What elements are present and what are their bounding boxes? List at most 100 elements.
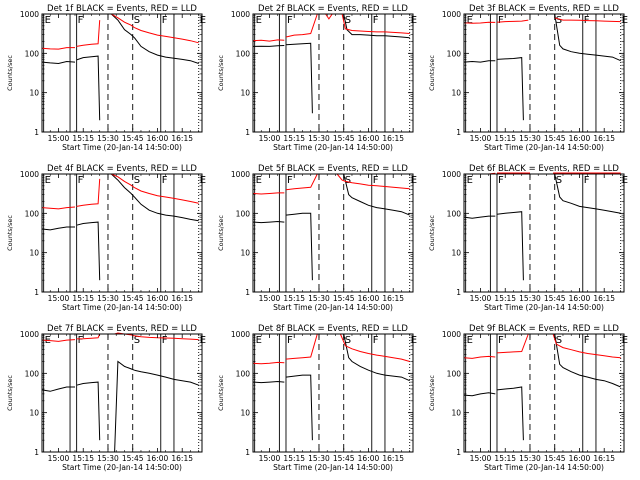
series-black-line <box>285 42 313 114</box>
series-black-line <box>110 13 135 39</box>
series-red-line <box>252 39 285 42</box>
panel-title: Det 3f BLACK = Events, RED = LLD <box>469 4 619 14</box>
detector-panel-1: Det 1f BLACK = Events, RED = LLD Counts/s… <box>6 4 206 152</box>
y-tick-label: 1000 <box>442 330 461 339</box>
x-tick-label: 16:00 <box>358 134 380 143</box>
series-black-line <box>285 212 313 281</box>
y-tick-label: 1 <box>34 448 39 457</box>
series-red-line <box>76 333 101 340</box>
y-axis-label: Counts/sec <box>428 375 436 411</box>
series-red-line <box>134 27 199 44</box>
region-label: F <box>78 15 84 26</box>
series-red-line <box>341 13 410 34</box>
y-tick-label: 1000 <box>442 10 461 19</box>
series-black-line <box>463 392 496 397</box>
x-tick-label: 16:15 <box>593 454 615 463</box>
x-tick-label: 15:30 <box>308 294 330 303</box>
region-label: S <box>556 15 562 26</box>
series-red-line <box>554 17 621 23</box>
x-axis-label: Start Time (20-Jan-14 14:50:00) <box>273 303 393 312</box>
series-black-line <box>463 60 496 63</box>
region-label: F <box>287 335 293 346</box>
x-tick-label: 15:15 <box>72 134 94 143</box>
panel-title: Det 7f BLACK = Events, RED = LLD <box>47 324 197 334</box>
plot-frame <box>252 333 414 453</box>
series-black-line <box>554 13 621 62</box>
y-tick-label: 1 <box>245 128 250 137</box>
x-axis-label: Start Time (20-Jan-14 14:50:00) <box>62 143 182 152</box>
detector-panel-6: Det 6f BLACK = Events, RED = LLD Counts/s… <box>428 164 628 312</box>
x-tick-label: 15:15 <box>72 454 94 463</box>
region-label: E <box>622 175 628 186</box>
series-red-line <box>252 361 285 365</box>
x-tick-label: 15:00 <box>470 134 492 143</box>
region-label: E <box>622 15 628 26</box>
series-red-line <box>463 355 496 359</box>
x-axis-label: Start Time (20-Jan-14 14:50:00) <box>484 143 604 152</box>
region-label: F <box>162 15 168 26</box>
x-axis-label: Start Time (20-Jan-14 14:50:00) <box>273 143 393 152</box>
series-black-line <box>134 196 199 222</box>
x-tick-label: 15:30 <box>519 454 541 463</box>
y-tick-label: 1000 <box>442 170 461 179</box>
region-label: F <box>287 15 293 26</box>
x-tick-label: 15:00 <box>470 454 492 463</box>
series-black-line <box>496 386 524 441</box>
y-tick-label: 1 <box>456 288 461 297</box>
y-tick-label: 10 <box>451 89 461 98</box>
series-black-line <box>76 221 101 281</box>
region-label: E <box>256 175 262 186</box>
x-tick-label: 15:30 <box>519 294 541 303</box>
y-axis-label: Counts/sec <box>6 215 14 251</box>
y-tick-label: 10 <box>451 409 461 418</box>
series-red-line <box>285 13 318 38</box>
x-tick-label: 15:00 <box>470 294 492 303</box>
y-tick-label: 10 <box>29 89 39 98</box>
y-tick-label: 100 <box>236 49 251 58</box>
region-label: F <box>498 15 504 26</box>
panel-title: Det 9f BLACK = Events, RED = LLD <box>469 324 619 334</box>
y-tick-label: 100 <box>447 209 462 218</box>
region-label: E <box>467 175 473 186</box>
x-tick-label: 15:15 <box>494 454 516 463</box>
region-label: F <box>78 175 84 186</box>
y-axis-label: Counts/sec <box>6 375 14 411</box>
y-tick-label: 1000 <box>231 10 250 19</box>
panel-title: Det 5f BLACK = Events, RED = LLD <box>258 164 408 174</box>
panel-title: Det 1f BLACK = Events, RED = LLD <box>47 4 197 14</box>
region-label: E <box>200 335 206 346</box>
series-red-line <box>76 178 101 207</box>
series-red-line <box>111 173 135 189</box>
series-black-line <box>41 60 76 65</box>
detector-panel-8: Det 8f BLACK = Events, RED = LLD Counts/s… <box>217 324 417 472</box>
x-tick-label: 16:00 <box>358 454 380 463</box>
panel-title: Det 6f BLACK = Events, RED = LLD <box>469 164 619 174</box>
series-red-line <box>41 47 75 50</box>
region-label: S <box>556 335 562 346</box>
region-label: S <box>134 335 140 346</box>
region-label: E <box>467 335 473 346</box>
x-axis-label: Start Time (20-Jan-14 14:50:00) <box>484 463 604 472</box>
detector-panel-3: Det 3f BLACK = Events, RED = LLD Counts/s… <box>428 4 628 152</box>
x-tick-label: 16:00 <box>147 454 169 463</box>
y-axis-label: Counts/sec <box>217 375 225 411</box>
y-axis-label: Counts/sec <box>217 215 225 251</box>
series-red-line <box>552 333 621 359</box>
x-tick-label: 15:30 <box>519 134 541 143</box>
region-label: S <box>345 175 351 186</box>
plot-frame <box>463 333 625 453</box>
region-label: F <box>162 335 168 346</box>
x-tick-label: 15:45 <box>544 454 566 463</box>
x-tick-label: 15:45 <box>122 454 144 463</box>
region-label: F <box>287 175 293 186</box>
y-tick-label: 10 <box>240 89 250 98</box>
series-black-line <box>343 173 410 216</box>
plot-frame <box>252 13 414 133</box>
y-tick-label: 10 <box>29 249 39 258</box>
series-red-line <box>134 187 199 204</box>
x-tick-label: 15:45 <box>544 134 566 143</box>
x-tick-label: 16:00 <box>569 454 591 463</box>
y-tick-label: 1000 <box>20 10 39 19</box>
y-tick-label: 100 <box>236 209 251 218</box>
region-label: S <box>556 175 562 186</box>
